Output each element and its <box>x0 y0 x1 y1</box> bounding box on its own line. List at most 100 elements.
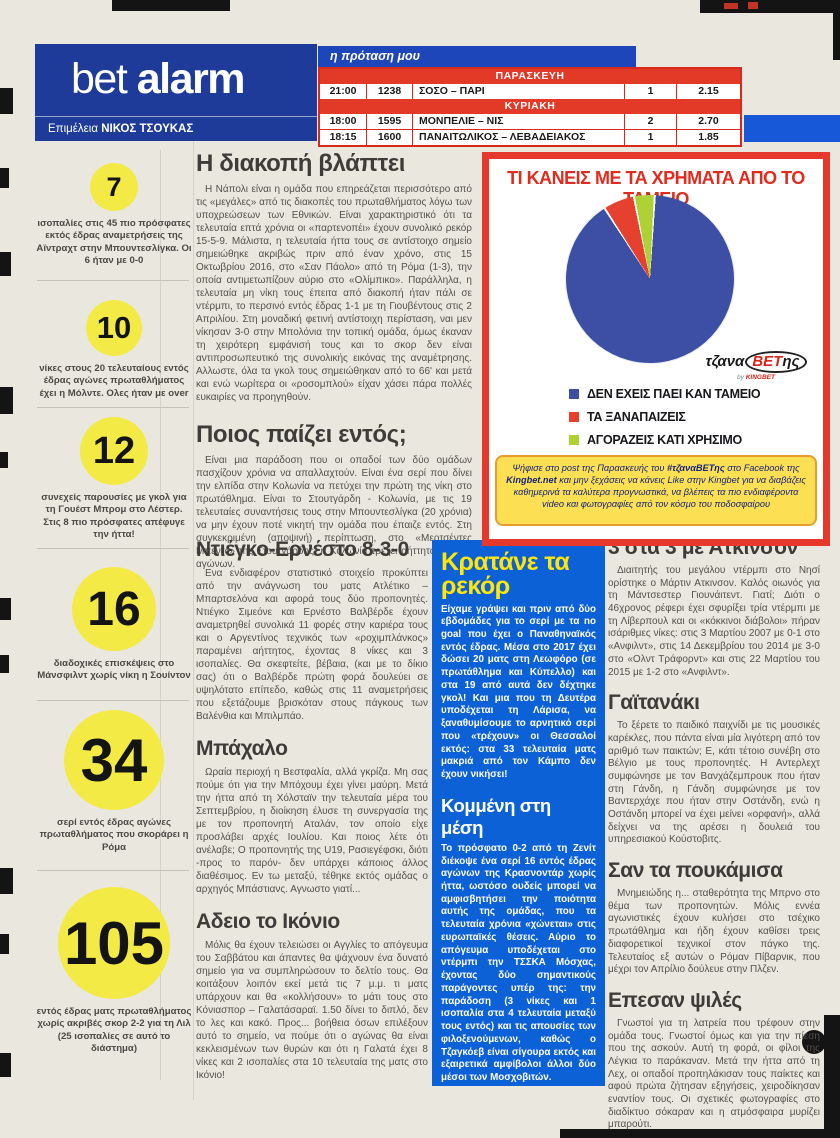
main-column-bottom: Ντιέγκο-Ερνέστο 8-3-0 Ενα ενδιαφέρον στα… <box>196 538 428 1082</box>
stat-caption: εντός έδρας ματς πρωταθλήματος χωρίς ακρ… <box>36 1006 192 1055</box>
highlight-body: Το πρόσφατο 0-2 από τη Ζενίτ διέκοψε ένα… <box>441 842 596 1083</box>
stat-item: 34 σερί εντός έδρας αγώνες πρωταθλήματος… <box>35 710 193 854</box>
article-title: Γαϊτανάκι <box>608 691 700 715</box>
legend-swatch <box>569 435 579 445</box>
stat-caption: διαδοχικές επισκέψεις στο Μάνσφιλντ χωρί… <box>37 658 191 682</box>
footer-brand: Kingbet.net <box>506 474 557 485</box>
legend-swatch <box>569 412 579 422</box>
scan-artifact <box>724 3 738 9</box>
tzanabetis-logo: τζανα BETης by KINGBET <box>697 351 815 381</box>
footer-hashtag: #τζαναΒΕΤης <box>667 463 725 473</box>
article: Σαν τα πουκάμισα Μνημειώδης η... σταθερό… <box>608 859 820 977</box>
article: Μπάχαλο Ωραία περιοχή η Βεστφαλία, αλλά … <box>196 737 428 896</box>
stat-number-badge: 34 <box>64 710 164 810</box>
cell-odds: 2.15 <box>676 84 740 99</box>
credit-name: ΝΙΚΟΣ ΤΣΟΥΚΑΣ <box>101 123 194 135</box>
scan-artifact <box>833 0 840 60</box>
article: Γαϊτανάκι Το ξέρετε το παιδικό παιχνίδι … <box>608 691 820 847</box>
article-body: Το ξέρετε το παιδικό παιχνίδι με τις μου… <box>608 720 820 846</box>
blue-band <box>744 115 840 142</box>
article-title: Σαν τα πουκάμισα <box>608 859 783 883</box>
scan-artifact <box>0 655 9 673</box>
article-body: Είναι μια παράδοση που οι οπαδοί των δύο… <box>196 455 472 570</box>
scan-artifact <box>112 0 230 11</box>
article-body: Μνημειώδης η... σταθερότητα της Μπρνο στ… <box>608 888 820 976</box>
scan-artifact <box>802 1030 826 1054</box>
scan-artifact <box>0 1053 11 1077</box>
bet-proposal: η πρόταση μου ΠΑΡΑΣΚΕΥΗ 21:00 1238 ΣΟΣΟ … <box>318 46 742 147</box>
logo-byline-by: by <box>737 374 744 381</box>
stat-number-badge: 12 <box>80 417 148 485</box>
stat-item: 10 νίκες στους 20 τελευταίους εντός έδρα… <box>35 300 193 400</box>
day-header: ΚΥΡΙΑΚΗ <box>320 99 740 114</box>
stat-number-badge: 105 <box>58 887 170 999</box>
article: Αδειο το Ικόνιο Μόλις θα έχουν τελειώσει… <box>196 910 428 1082</box>
stat-item: 105 εντός έδρας ματς πρωταθλήματος χωρίς… <box>35 887 193 1056</box>
cell-odds: 1.85 <box>676 130 740 145</box>
logo-bet: BET <box>752 353 783 370</box>
article-title: Μπάχαλο <box>196 737 288 760</box>
right-column: 3 στα 3 με Ατκινσον Διαιτητής του μεγάλο… <box>608 536 820 1132</box>
cell-time: 18:00 <box>329 115 357 127</box>
scan-artifact <box>560 1129 840 1138</box>
article-title: Αδειο το Ικόνιο <box>196 910 340 933</box>
stat-caption: σερί εντός έδρας αγώνες πρωταθλήματος πο… <box>39 817 189 853</box>
stat-number-badge: 16 <box>72 567 156 651</box>
cell-pick: 2 <box>624 114 676 129</box>
cell-time: 18:15 <box>329 131 357 143</box>
stat-caption: ισοπαλίες στις 45 πιο πρόσφατες εκτός έδ… <box>36 218 192 267</box>
legend-item: ΑΓΟΡΑΖΕΙΣ ΚΑΤΙ ΧΡΗΣΙΜΟ <box>569 433 760 447</box>
poll-footer: Ψήφισε στο post της Παρασκευής του #τζαν… <box>495 455 817 526</box>
logo-byline-brand: KINGBET <box>745 374 775 381</box>
article-title: Ποιος παίζει εντός; <box>196 421 407 448</box>
article-title: Ντιέγκο-Ερνέστο 8-3-0 <box>196 538 409 561</box>
poll-box: ΤΙ ΚΑΝΕΙΣ ΜΕ ΤΑ ΧΡΗΜΑΤΑ ΑΠΟ ΤΟ ΤΑΜΕΙΟ τζ… <box>482 152 830 546</box>
logo-prefix: τζανα <box>705 353 745 370</box>
article: Ποιος παίζει εντός; Είναι μια παράδοση π… <box>196 421 472 571</box>
legend-label: ΤΑ ΞΑΝΑΠΑΙΖΕΙΣ <box>587 410 686 424</box>
page-crease <box>193 140 194 1100</box>
cell-match: ΠΑΝΑΙΤΩΛΙΚΟΣ – ΛΕΒΑΔΕΙΑΚΟΣ <box>412 130 624 145</box>
article-title: Επεσαν ψιλές <box>608 988 742 1012</box>
poll-pie-chart <box>560 189 740 369</box>
legend-item: ΔΕΝ ΕΧΕΙΣ ΠΑΕΙ ΚΑΝ ΤΑΜΕΙΟ <box>569 387 761 401</box>
highlight-title: Κρατάνε τα ρεκόρ <box>441 548 570 601</box>
logo-suffix: ης <box>782 353 800 370</box>
masthead-title-bold: alarm <box>136 55 246 103</box>
article: Ντιέγκο-Ερνέστο 8-3-0 Ενα ενδιαφέρον στα… <box>196 538 428 723</box>
footer-text: και μην ξεχάσεις να κάνεις Like στην Kin… <box>513 474 806 509</box>
divider <box>37 700 189 701</box>
table-row: 21:00 1238 ΣΟΣΟ – ΠΑΡΙ 1 2.15 <box>320 84 740 99</box>
highlight-title: Κομμένη στη μέση <box>441 794 551 838</box>
scan-artifact <box>0 598 11 620</box>
legend-item: ΤΑ ΞΑΝΑΠΑΙΖΕΙΣ <box>569 410 760 424</box>
masthead-credit: Επιμέλεια ΝΙΚΟΣ ΤΣΟΥΚΑΣ <box>35 116 317 141</box>
stats-sidebar: 7 ισοπαλίες στις 45 πιο πρόσφατες εκτός … <box>35 152 193 1077</box>
cell-odds: 2.70 <box>676 114 740 129</box>
cell-time: 21:00 <box>329 85 357 97</box>
poll-legend: ΔΕΝ ΕΧΕΙΣ ΠΑΕΙ ΚΑΝ ΤΑΜΕΙΟ ΤΑ ΞΑΝΑΠΑΙΖΕΙΣ… <box>569 387 761 447</box>
table-row: 18:00 1595 ΜΟΝΠΕΛΙΕ – ΝΙΣ 2 2.70 <box>320 114 740 129</box>
article: 3 στα 3 με Ατκινσον Διαιτητής του μεγάλο… <box>608 536 820 679</box>
scan-artifact <box>0 88 13 114</box>
stat-number-badge: 7 <box>90 163 138 211</box>
stat-number-badge: 10 <box>86 300 142 356</box>
page-crease <box>160 150 161 1080</box>
divider <box>37 280 189 281</box>
highlight-body: Είχαμε γράψει και πριν από δύο εβδομάδες… <box>441 603 596 781</box>
stat-item: 12 συνεχείς παρουσίες με γκολ για τη Γου… <box>35 417 193 542</box>
legend-swatch <box>569 389 579 399</box>
cell-code: 1238 <box>366 84 412 99</box>
scan-artifact <box>700 0 840 13</box>
proposal-tab: η πρόταση μου <box>318 46 636 67</box>
article: Επεσαν ψιλές Γνωστοί για τη λατρεία που … <box>608 989 820 1132</box>
divider <box>37 407 189 408</box>
scan-artifact <box>0 387 13 414</box>
footer-text: Ψήφισε στο post της Παρασκευής του <box>512 463 668 473</box>
scan-artifact <box>0 934 9 954</box>
masthead-title: bet alarm <box>35 44 317 101</box>
divider <box>37 870 189 871</box>
article-body: Γνωστοί για τη λατρεία που τρέφουν στην … <box>608 1017 820 1131</box>
footer-text: στο Facebook της <box>724 463 800 473</box>
divider <box>37 548 189 549</box>
